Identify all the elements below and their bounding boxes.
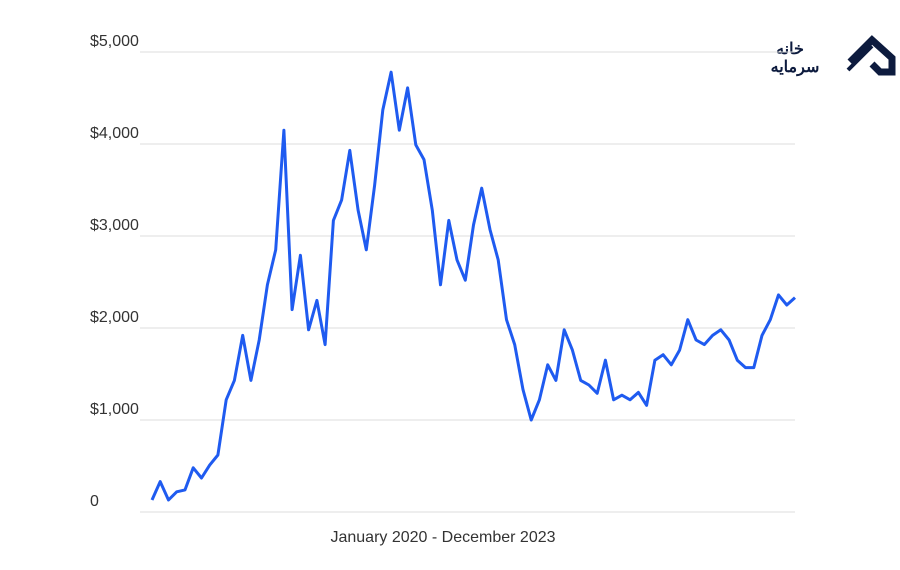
y-tick-label: $1,000 — [90, 401, 139, 418]
logo-icon — [847, 35, 896, 76]
x-axis-label: January 2020 - December 2023 — [330, 529, 555, 546]
logo-text: سرمایه — [771, 59, 820, 77]
price-line — [150, 70, 797, 502]
y-tick-label: $3,000 — [90, 217, 139, 234]
y-tick-label: $2,000 — [90, 309, 139, 326]
logo-text: خانه — [776, 41, 804, 58]
y-tick-label: $5,000 — [90, 33, 139, 50]
y-tick-label: $4,000 — [90, 125, 139, 142]
logo: خانه سرمایه — [771, 35, 896, 77]
logo-icon — [846, 44, 874, 72]
y-tick-label: 0 — [90, 493, 99, 510]
